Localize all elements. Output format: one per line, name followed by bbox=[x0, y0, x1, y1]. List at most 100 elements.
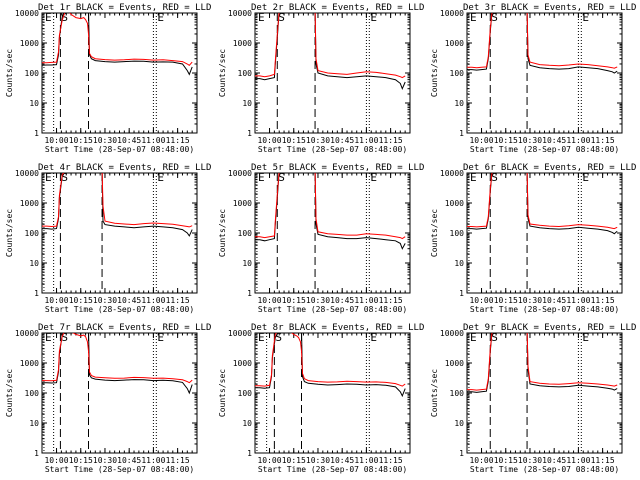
y-tick-label: 100 bbox=[238, 229, 253, 238]
x-tick-label: 10:45 bbox=[330, 136, 354, 145]
x-tick-label: 11:15 bbox=[166, 456, 190, 465]
y-tick-label: 1000 bbox=[233, 39, 252, 48]
y-tick-label: 10000 bbox=[15, 9, 39, 18]
event-marker-label: S bbox=[491, 171, 498, 184]
x-axis-label: Start Time (28-Sep-07 08:48:00) bbox=[258, 305, 407, 314]
y-tick-label: 10 bbox=[454, 99, 464, 108]
y-tick-label: 100 bbox=[238, 389, 253, 398]
y-tick-label: 10000 bbox=[228, 169, 252, 178]
y-axis-label: Counts/sec bbox=[430, 369, 439, 417]
y-tick-label: 1 bbox=[459, 449, 464, 458]
x-tick-label: 11:15 bbox=[379, 136, 403, 145]
event-marker-label: S bbox=[278, 171, 285, 184]
x-tick-label: 11:15 bbox=[379, 296, 403, 305]
x-axis-label: Start Time (28-Sep-07 08:48:00) bbox=[45, 145, 194, 154]
y-axis-label: Counts/sec bbox=[5, 369, 14, 417]
chart-title: Det 9r BLACK = Events, RED = LLD bbox=[463, 323, 636, 333]
x-tick-label: 10:00 bbox=[257, 136, 281, 145]
y-tick-label: 10 bbox=[29, 259, 39, 268]
chart-panel-7: Det 7r BLACK = Events, RED = LLD 1 10 100 10… bbox=[5, 323, 211, 474]
event-marker-label: S bbox=[61, 11, 68, 24]
x-tick-label: 10:45 bbox=[117, 456, 141, 465]
y-axis-label: Counts/sec bbox=[5, 209, 14, 257]
chart-panel-3: Det 3r BLACK = Events, RED = LLD 1 10 100 10… bbox=[430, 3, 636, 154]
y-tick-label: 10 bbox=[454, 259, 464, 268]
y-tick-label: 10000 bbox=[15, 169, 39, 178]
x-axis-label: Start Time (28-Sep-07 08:48:00) bbox=[45, 465, 194, 474]
plot-frame bbox=[41, 172, 198, 294]
y-tick-label: 100 bbox=[238, 69, 253, 78]
x-tick-label: 11:15 bbox=[591, 456, 615, 465]
x-tick-label: 10:30 bbox=[518, 136, 542, 145]
chart-panel-2: Det 2r BLACK = Events, RED = LLD 1 10 100 10… bbox=[218, 3, 424, 154]
y-tick-label: 10000 bbox=[440, 9, 464, 18]
event-marker-label: E bbox=[470, 171, 477, 184]
x-tick-label: 10:00 bbox=[44, 296, 68, 305]
x-tick-label: 10:30 bbox=[93, 296, 117, 305]
chart-title: Det 1r BLACK = Events, RED = LLD bbox=[38, 3, 211, 13]
event-marker-label: E bbox=[258, 171, 265, 184]
chart-panel-8: Det 8r BLACK = Events, RED = LLD 1 10 100 10… bbox=[218, 323, 424, 474]
x-tick-label: 10:15 bbox=[69, 456, 93, 465]
x-tick-label: 10:00 bbox=[44, 456, 68, 465]
y-tick-label: 10000 bbox=[15, 329, 39, 338]
x-tick-label: 11:15 bbox=[166, 296, 190, 305]
x-tick-label: 11:00 bbox=[141, 296, 165, 305]
y-tick-label: 100 bbox=[450, 389, 465, 398]
event-marker-label: E bbox=[582, 171, 589, 184]
chart-panel-1: Det 1r BLACK = Events, RED = LLD 1 10 100 10… bbox=[5, 3, 211, 154]
x-tick-label: 10:15 bbox=[282, 136, 306, 145]
x-tick-label: 11:00 bbox=[354, 456, 378, 465]
chart-title: Det 3r BLACK = Events, RED = LLD bbox=[463, 3, 636, 13]
y-tick-label: 1000 bbox=[233, 359, 252, 368]
chart-panel-5: Det 5r BLACK = Events, RED = LLD 1 10 100 10… bbox=[218, 163, 424, 314]
y-tick-label: 10000 bbox=[440, 329, 464, 338]
x-tick-label: 11:15 bbox=[379, 456, 403, 465]
y-tick-label: 10 bbox=[242, 259, 252, 268]
y-tick-label: 10 bbox=[29, 419, 39, 428]
event-marker-label: S bbox=[61, 331, 68, 344]
event-marker-label: E bbox=[582, 331, 589, 344]
y-tick-label: 1 bbox=[247, 129, 252, 138]
x-tick-label: 10:30 bbox=[306, 456, 330, 465]
y-tick-label: 1000 bbox=[445, 359, 464, 368]
x-tick-label: 11:15 bbox=[591, 136, 615, 145]
y-tick-label: 1000 bbox=[445, 39, 464, 48]
event-marker-label: E bbox=[45, 331, 52, 344]
x-tick-label: 10:30 bbox=[518, 456, 542, 465]
lld-series-line bbox=[467, 13, 618, 69]
chart-title: Det 2r BLACK = Events, RED = LLD bbox=[251, 3, 424, 13]
x-tick-label: 10:15 bbox=[282, 296, 306, 305]
x-tick-label: 11:15 bbox=[166, 136, 190, 145]
event-marker-label: E bbox=[582, 11, 589, 24]
event-marker-label: E bbox=[470, 331, 477, 344]
event-marker-label: E bbox=[45, 11, 52, 24]
y-tick-label: 10000 bbox=[228, 9, 252, 18]
y-tick-label: 1000 bbox=[233, 199, 252, 208]
y-tick-label: 100 bbox=[450, 229, 465, 238]
x-tick-label: 10:45 bbox=[330, 456, 354, 465]
y-tick-label: 1 bbox=[34, 449, 39, 458]
lld-series-line bbox=[467, 333, 618, 391]
y-tick-label: 1 bbox=[247, 449, 252, 458]
x-axis-label: Start Time (28-Sep-07 08:48:00) bbox=[258, 145, 407, 154]
x-tick-label: 10:30 bbox=[93, 456, 117, 465]
y-tick-label: 100 bbox=[25, 69, 40, 78]
chart-panel-4: Det 4r BLACK = Events, RED = LLD 1 10 100 10… bbox=[5, 163, 211, 314]
x-tick-label: 10:00 bbox=[257, 456, 281, 465]
event-marker-label: S bbox=[61, 171, 68, 184]
chart-panel-9: Det 9r BLACK = Events, RED = LLD 1 10 100 10… bbox=[430, 323, 636, 474]
x-tick-label: 11:00 bbox=[141, 136, 165, 145]
event-marker-label: E bbox=[370, 331, 377, 344]
y-tick-label: 1 bbox=[459, 289, 464, 298]
event-marker-label: S bbox=[275, 331, 282, 344]
x-tick-label: 10:45 bbox=[542, 136, 566, 145]
lld-series-line bbox=[467, 173, 618, 230]
event-marker-label: E bbox=[258, 11, 265, 24]
y-tick-label: 10 bbox=[242, 419, 252, 428]
x-tick-label: 10:30 bbox=[93, 136, 117, 145]
event-marker-label: E bbox=[370, 171, 377, 184]
y-tick-label: 10000 bbox=[228, 329, 252, 338]
lld-series-line bbox=[255, 13, 406, 79]
